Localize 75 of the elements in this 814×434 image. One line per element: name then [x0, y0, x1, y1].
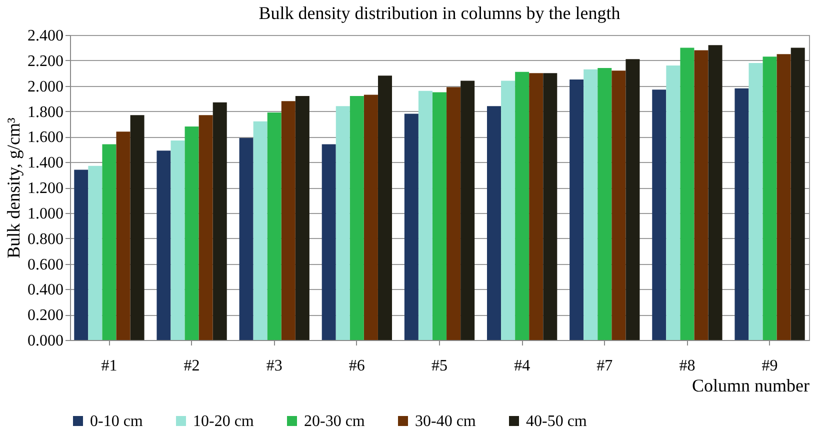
bar — [446, 87, 461, 340]
y-tick-label: 0.000 — [28, 332, 64, 350]
x-tick-label: #1 — [101, 358, 118, 374]
legend-label: 30-40 cm — [415, 413, 476, 430]
x-tick-label: #6 — [348, 358, 365, 374]
bar — [350, 96, 364, 340]
bar — [790, 48, 805, 340]
bar — [612, 70, 626, 340]
y-tick-label: 2.000 — [28, 78, 64, 96]
bar — [74, 170, 88, 340]
bar — [598, 68, 612, 340]
bar — [418, 90, 432, 340]
x-axis-title: Column number — [692, 376, 810, 396]
x-tick-label: #3 — [266, 358, 282, 374]
x-tick-label: #8 — [679, 358, 696, 374]
bar — [170, 140, 185, 340]
y-tick-label: 2.200 — [28, 52, 64, 70]
bar — [680, 48, 694, 340]
bar — [322, 144, 336, 340]
y-tick-label: 1.000 — [28, 205, 64, 222]
y-tick-label: 0.800 — [28, 230, 64, 248]
bar — [543, 73, 558, 340]
bar — [212, 102, 227, 340]
bar — [156, 150, 171, 340]
bar — [253, 121, 268, 340]
bar — [432, 92, 446, 340]
bar — [130, 115, 144, 340]
bar — [666, 66, 680, 340]
chart-title: Bulk density distribution in columns by the length — [258, 3, 620, 23]
y-tick-label: 0.200 — [28, 307, 64, 324]
bar — [529, 73, 544, 340]
bar — [762, 56, 777, 340]
y-tick-label: 1.800 — [28, 104, 64, 121]
bar — [460, 80, 475, 340]
y-tick-label: 1.600 — [28, 129, 64, 146]
bar — [404, 114, 418, 340]
x-tick-label: #4 — [514, 358, 530, 374]
bar — [515, 72, 530, 340]
bar — [267, 112, 282, 340]
bar — [708, 45, 722, 340]
bar — [584, 69, 598, 340]
legend-label: 40-50 cm — [526, 413, 588, 430]
bar — [281, 101, 296, 340]
bar — [88, 166, 102, 340]
y-tick-label: 2.400 — [28, 28, 64, 44]
bar — [336, 106, 350, 340]
bar — [570, 79, 584, 340]
bar — [184, 126, 199, 340]
bar — [694, 50, 708, 340]
bar — [239, 138, 254, 340]
bar — [734, 88, 749, 340]
bar — [748, 62, 763, 340]
x-tick-label: #2 — [184, 358, 200, 374]
y-axis-title: Bulk density, g/cm³ — [4, 117, 24, 258]
bar — [378, 76, 392, 340]
y-tick-label: 0.400 — [28, 282, 64, 299]
bar — [486, 106, 501, 340]
bar — [776, 54, 791, 340]
x-tick-label: #7 — [596, 358, 613, 374]
legend-label: 10-20 cm — [193, 413, 254, 430]
legend-label: 20-30 cm — [304, 413, 366, 430]
x-tick-label: #9 — [762, 358, 778, 374]
y-tick-label: 1.400 — [28, 154, 64, 172]
x-tick-label: #5 — [432, 358, 448, 374]
bar — [652, 90, 666, 340]
y-tick-label: 1.200 — [28, 180, 64, 197]
bar — [626, 59, 640, 340]
bar — [501, 80, 516, 340]
legend-label: 0-10 cm — [90, 413, 144, 430]
bar — [295, 96, 310, 340]
bar — [364, 94, 378, 340]
bar — [102, 144, 116, 340]
bar — [198, 115, 213, 340]
y-tick-label: 0.600 — [28, 256, 64, 274]
bar — [116, 132, 130, 340]
